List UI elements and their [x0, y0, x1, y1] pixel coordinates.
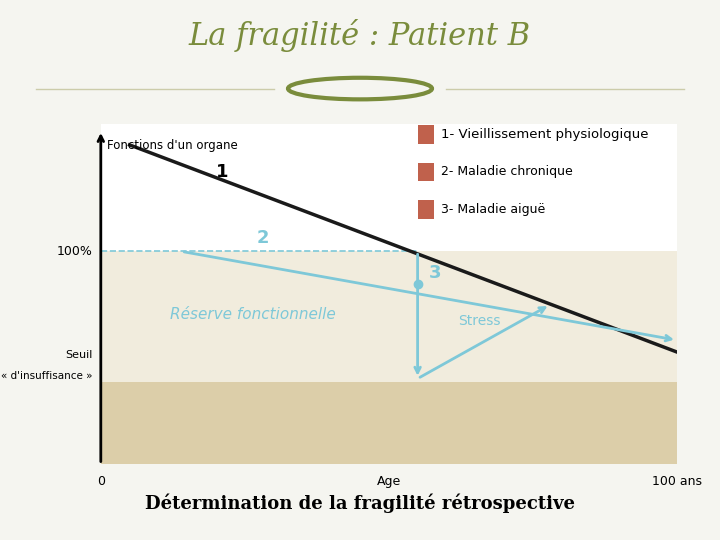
Bar	[101, 382, 677, 464]
Text: 3- Maladie aiguë: 3- Maladie aiguë	[441, 202, 545, 216]
Text: Stress: Stress	[458, 314, 500, 328]
Text: 1- Vieillissement physiologique: 1- Vieillissement physiologique	[441, 128, 648, 141]
Text: 2: 2	[256, 228, 269, 247]
Text: 1: 1	[216, 164, 228, 181]
Text: Réserve fonctionnelle: Réserve fonctionnelle	[170, 307, 336, 322]
Text: « d'insuffisance »: « d'insuffisance »	[1, 370, 92, 381]
Text: 2- Maladie chronique: 2- Maladie chronique	[441, 165, 572, 178]
Text: Détermination de la fragilité rétrospective: Détermination de la fragilité rétrospect…	[145, 494, 575, 513]
Bar	[418, 125, 433, 144]
Bar	[418, 200, 433, 219]
Text: Seuil: Seuil	[65, 350, 92, 360]
Text: La fragilité : Patient B: La fragilité : Patient B	[189, 19, 531, 52]
Text: 100 ans: 100 ans	[652, 475, 702, 488]
Text: 100%: 100%	[56, 245, 92, 258]
Bar	[101, 252, 677, 382]
Text: Fonctions d'un organe: Fonctions d'un organe	[107, 139, 238, 152]
Text: 0: 0	[96, 475, 105, 488]
Bar	[418, 163, 433, 181]
Text: 3: 3	[429, 264, 441, 282]
Text: Age: Age	[377, 475, 401, 488]
